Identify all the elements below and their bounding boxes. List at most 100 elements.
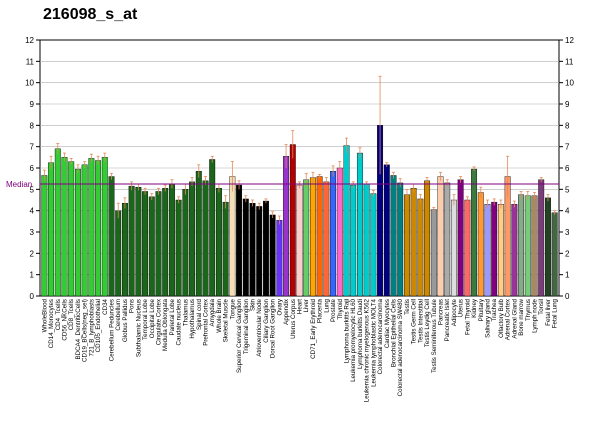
x-tick-label: Trigeminal Ganglion xyxy=(243,298,250,354)
x-tick-label: WholeBlood xyxy=(41,298,48,332)
bar xyxy=(74,168,81,297)
bar xyxy=(477,192,484,297)
x-tick-label: Heart xyxy=(297,299,304,314)
x-tick-label: Occipital Lobe xyxy=(149,298,156,338)
bar xyxy=(424,180,431,297)
y-tick-label: 3 xyxy=(565,228,570,237)
x-tick-label: Parietal Lobe xyxy=(169,298,176,335)
x-tick-label: Lymph node xyxy=(532,298,539,332)
bar xyxy=(108,176,115,297)
bar xyxy=(296,184,303,297)
x-tick-label: CD8_Tcells xyxy=(68,299,75,330)
x-tick-label: Cingulate Cortex xyxy=(156,298,163,345)
x-tick-label: Cerebellum xyxy=(115,299,122,331)
x-tick-label: Caudate nucleus xyxy=(176,299,183,345)
x-tick-label: CD34 xyxy=(102,298,109,314)
y-tick-label: 8 xyxy=(565,121,570,130)
x-tick-label: CD71_Early Erythroid xyxy=(310,298,317,358)
x-tick-label: Leukemia lymphoblastic MOLT4 xyxy=(370,298,377,386)
median-label: Median xyxy=(6,180,32,189)
bar xyxy=(350,184,357,297)
bar xyxy=(511,204,518,297)
x-tick-label: Uterus Corpus xyxy=(290,299,297,339)
bar xyxy=(249,202,256,297)
y-tick-label: 7 xyxy=(30,143,35,152)
bar xyxy=(142,191,149,297)
y-tick-label: 2 xyxy=(565,249,570,258)
x-tick-label: Liver xyxy=(303,299,310,312)
x-tick-label: Thalamus xyxy=(182,299,189,326)
x-tick-label: Salivary gland xyxy=(485,298,492,337)
x-tick-label: Testis Interstitial xyxy=(417,299,424,343)
x-tick-label: CD56_NKCells xyxy=(62,299,69,341)
x-tick-label: Placenta xyxy=(317,298,324,323)
x-tick-label: Pituitary xyxy=(478,298,485,321)
y-tick-label: 12 xyxy=(565,36,574,45)
bar xyxy=(484,204,491,297)
x-tick-label: Prefrontal Cortex xyxy=(203,298,210,346)
bar xyxy=(168,183,175,297)
bar xyxy=(397,182,404,297)
bar xyxy=(155,191,162,297)
bar xyxy=(95,160,102,297)
bar xyxy=(276,220,283,297)
bar xyxy=(148,196,155,297)
bar xyxy=(162,188,169,297)
y-tick-label: 1 xyxy=(565,271,570,280)
y-tick-label: 4 xyxy=(565,207,570,216)
y-tick-label: 6 xyxy=(565,164,570,173)
x-tick-label: Fetal Thyroid xyxy=(464,298,471,335)
bar xyxy=(410,188,417,297)
x-axis-labels: WholeBlood CD14_Monocytes CD4_Tcells CD56_N… xyxy=(41,298,558,402)
x-tick-label: Globus Pallidus xyxy=(122,299,129,342)
x-tick-label: Colorectal adenocarcinoma SW480 xyxy=(397,298,404,396)
bar xyxy=(128,185,135,297)
bar xyxy=(182,189,189,297)
bar xyxy=(121,202,128,297)
y-tick-label: 11 xyxy=(565,57,574,66)
bar xyxy=(309,177,316,297)
x-tick-label: Ciliary Ganglion xyxy=(263,298,270,342)
bar xyxy=(356,152,363,297)
x-tick-label: Atrioventricular Node xyxy=(256,298,263,356)
bar xyxy=(229,176,236,297)
y-tick-label: 12 xyxy=(25,36,34,45)
y-tick-label: 10 xyxy=(565,79,574,88)
bars xyxy=(41,125,558,297)
x-tick-label: Adrenal Cortex xyxy=(505,298,512,340)
x-tick-label: Skeletal Muscle xyxy=(223,298,230,342)
bar xyxy=(491,201,498,297)
bar xyxy=(215,188,222,297)
bar xyxy=(323,181,330,297)
x-tick-label: Ovary xyxy=(276,298,283,315)
bar xyxy=(256,206,263,297)
x-tick-label: Colorectal adenocarcinoma xyxy=(377,298,384,374)
x-tick-label: Olfactory Bulb xyxy=(498,298,505,337)
x-tick-label: Temporal Lobe xyxy=(142,298,149,339)
x-tick-label: BDCA4_DentriticCells xyxy=(75,299,82,360)
bar xyxy=(330,170,337,297)
x-tick-label: Leukemia promyelocytic HL60 xyxy=(350,298,357,381)
y-tick-label: 2 xyxy=(30,249,35,258)
bar xyxy=(336,167,343,297)
x-tick-label: Thyroid xyxy=(337,298,344,319)
bar xyxy=(390,175,397,297)
bar xyxy=(236,184,243,297)
bar xyxy=(370,193,377,297)
x-tick-label: Superior Cervical Ganglion xyxy=(236,298,243,373)
x-tick-label: Prostate xyxy=(330,298,337,322)
y-tick-label: 1 xyxy=(30,271,35,280)
y-tick-label: 5 xyxy=(565,185,570,194)
y-tick-label: 11 xyxy=(26,57,35,66)
bar xyxy=(343,145,350,297)
x-tick-label: Lymphoma burkitts Raji xyxy=(344,299,351,363)
bar xyxy=(464,199,471,297)
x-tick-label: Kidney xyxy=(471,298,478,318)
x-tick-label: Cerebellum Peduncles xyxy=(109,299,116,361)
bar xyxy=(202,180,209,297)
x-tick-label: CD4_Tcells xyxy=(55,299,62,330)
bar xyxy=(444,182,451,297)
